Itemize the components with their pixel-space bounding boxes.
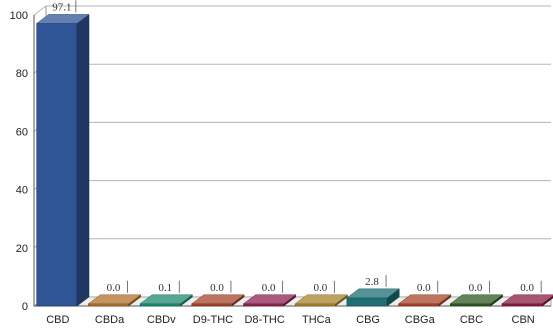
data-label: 0.0 xyxy=(210,280,232,294)
data-label: 0.0 xyxy=(469,280,490,294)
bar-top xyxy=(139,294,194,305)
data-label-text: 0.0 xyxy=(417,282,431,294)
bar-thca xyxy=(294,294,349,307)
bar-cbg xyxy=(346,288,400,307)
category-label: D9-THC xyxy=(193,314,233,326)
data-label: 0.0 xyxy=(417,280,439,294)
y-tick-label: 80 xyxy=(16,68,28,80)
bar-top xyxy=(397,294,452,305)
bar-front xyxy=(139,303,181,307)
bar-top xyxy=(501,294,553,305)
data-label-text: 0.0 xyxy=(469,282,483,294)
category-label: D8-THC xyxy=(244,314,284,326)
y-tick-label: 40 xyxy=(16,185,28,197)
data-label-text: 0.0 xyxy=(210,282,224,294)
bar-front xyxy=(191,303,233,307)
bar-front xyxy=(243,303,285,307)
bar-front xyxy=(398,303,440,307)
bar-top xyxy=(191,294,245,305)
bar-front xyxy=(88,303,130,307)
category-label: CBD xyxy=(46,314,69,326)
category-label: CBDa xyxy=(95,314,125,326)
category-label: CBG xyxy=(356,314,380,326)
category-labels: CBD CBDa CBDv D9-THC D8-THC THCa CBG CBGa CBC CBN xyxy=(46,314,535,326)
gridline-depth xyxy=(33,5,47,16)
category-label: THCa xyxy=(302,314,332,326)
y-tick-label: 100 xyxy=(10,10,28,22)
data-label: 0.0 xyxy=(313,280,335,294)
bar-d8-thc xyxy=(242,294,297,307)
category-label: CBN xyxy=(512,314,535,326)
data-label-text: 0.0 xyxy=(107,282,121,294)
y-tick-labels: 0 20 40 60 80 100 xyxy=(10,10,28,313)
category-label: CBDv xyxy=(147,314,176,326)
data-label: 2.8 xyxy=(365,274,387,288)
axes xyxy=(32,6,552,307)
bars xyxy=(35,13,553,307)
data-label: 97.1 xyxy=(52,0,77,13)
bar-front xyxy=(36,23,78,307)
data-label-text: 0.0 xyxy=(262,282,276,294)
bar-front xyxy=(449,303,491,307)
data-label: 0.0 xyxy=(107,280,128,294)
bar-front xyxy=(501,303,543,307)
bar-top xyxy=(294,294,349,305)
bar-top xyxy=(346,288,400,299)
data-label-text: 2.8 xyxy=(365,276,379,288)
bar-cbdv xyxy=(139,294,194,307)
data-label-text: 0.0 xyxy=(520,282,534,294)
bar-top xyxy=(449,294,504,305)
bar-cbn xyxy=(501,294,553,307)
y-tick-label: 0 xyxy=(22,301,28,313)
data-label-text: 97.1 xyxy=(52,1,71,13)
y-tick-label: 20 xyxy=(16,243,28,255)
bar-side xyxy=(76,13,90,307)
data-label: 0.1 xyxy=(158,280,180,294)
bar-cbda xyxy=(87,294,142,307)
data-label: 0.0 xyxy=(262,280,284,294)
data-label: 0.0 xyxy=(520,280,542,294)
data-label-text: 0.0 xyxy=(313,282,327,294)
data-labels: 97.1 0.0 0.1 0.0 0.0 0.0 2.8 0.0 0.0 0.0 xyxy=(52,0,542,294)
bar-d9-thc xyxy=(191,294,245,307)
bar-cbga xyxy=(397,294,452,307)
bar-front xyxy=(294,303,336,307)
bar-top xyxy=(87,294,142,305)
bar-top xyxy=(35,14,90,24)
y-tick-label: 60 xyxy=(16,126,28,138)
data-label-text: 0.1 xyxy=(158,282,172,294)
bar-cbc xyxy=(449,294,504,307)
bar-front xyxy=(346,297,388,307)
bar-top xyxy=(242,294,297,305)
category-label: CBGa xyxy=(405,314,436,326)
bar-cbd xyxy=(35,13,90,307)
category-label: CBC xyxy=(460,314,483,326)
gridlines xyxy=(33,5,551,307)
